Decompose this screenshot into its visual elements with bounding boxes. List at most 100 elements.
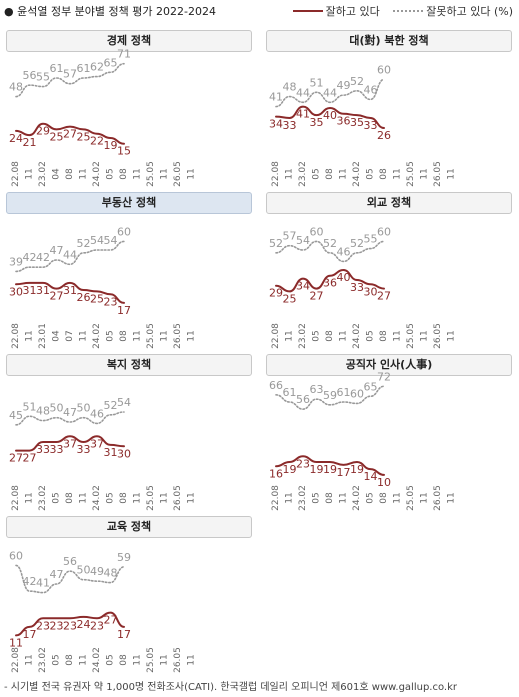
- series-line-good: [15, 435, 125, 452]
- data-label-bad: 61: [283, 386, 297, 399]
- x-tick-label: 11: [420, 168, 430, 179]
- data-label-good: 37: [63, 437, 77, 450]
- x-tick-label: 11: [25, 330, 35, 341]
- chart-panel-0: 경제 정책 22.08 11 23.02 04 08 11 24.02 05 08 11 25.05 1…: [6, 30, 252, 190]
- data-label-good: 33: [350, 281, 364, 294]
- x-tick-label: 22.08: [11, 647, 21, 673]
- data-label-good: 19: [104, 139, 118, 152]
- x-tick-label: 11: [160, 492, 170, 503]
- data-label-bad: 52: [323, 237, 337, 250]
- data-label-bad: 50: [50, 402, 64, 415]
- panel-title: 경제 정책: [6, 30, 252, 52]
- x-tick-label: 08: [119, 168, 129, 180]
- data-label-bad: 72: [377, 370, 391, 383]
- x-tick-label: 26.05: [433, 161, 443, 187]
- x-tick-label: 11: [25, 654, 35, 665]
- x-tick-label: 11: [393, 492, 403, 503]
- data-label-bad: 60: [377, 225, 391, 238]
- x-tick-label: 11: [79, 168, 89, 179]
- panel-title: 부동산 정책: [6, 192, 252, 214]
- panel-title: 대(對) 북한 정책: [266, 30, 512, 52]
- x-tick-label: 23.02: [298, 161, 308, 187]
- x-tick-label: 07: [65, 330, 75, 341]
- data-label-bad: 42: [23, 575, 37, 588]
- x-tick-label: 11: [447, 330, 457, 341]
- series-line-good: [275, 455, 385, 476]
- data-label-good: 27: [310, 290, 324, 303]
- x-tick-label: 11: [339, 168, 349, 179]
- data-label-good: 31: [63, 284, 77, 297]
- x-tick-label: 08: [119, 330, 129, 342]
- chart-plot: 22.08 11 23.02 05 08 11 24.02 05 08 11 25.05 11 26.0…: [269, 63, 457, 187]
- data-label-good: 37: [90, 437, 104, 450]
- x-tick-label: 22.08: [271, 485, 281, 511]
- data-label-bad: 52: [77, 237, 91, 250]
- data-label-bad: 54: [104, 234, 118, 247]
- x-tick-label: 08: [379, 168, 389, 180]
- data-label-bad: 41: [269, 91, 283, 104]
- data-label-good: 25: [90, 292, 104, 305]
- data-label-bad: 65: [104, 56, 118, 69]
- data-label-good: 40: [337, 271, 351, 284]
- page-title: ● 윤석열 정부 분야별 정책 평가 2022-2024: [4, 5, 216, 18]
- data-label-bad: 44: [63, 248, 77, 261]
- x-tick-label: 11: [339, 330, 349, 341]
- data-label-bad: 50: [77, 402, 91, 415]
- data-label-good: 35: [350, 116, 364, 129]
- data-label-good: 31: [23, 284, 37, 297]
- x-tick-label: 05: [106, 492, 116, 503]
- data-label-bad: 52: [269, 237, 283, 250]
- panel-title: 공직자 인사(人事): [266, 354, 512, 376]
- series-line-good: [15, 611, 125, 637]
- chart-plot: 22.08 11 23.02 05 08 11 24.02 05 08 11 25.05 11 26.0…: [269, 370, 457, 511]
- data-label-good: 23: [296, 457, 310, 470]
- data-label-good: 36: [323, 277, 337, 290]
- x-tick-label: 24.02: [92, 323, 102, 349]
- x-tick-label: 22.08: [271, 323, 281, 349]
- data-label-bad: 61: [337, 386, 351, 399]
- x-tick-label: 11: [160, 654, 170, 665]
- data-label-bad: 49: [337, 79, 351, 92]
- data-label-good: 16: [269, 467, 283, 480]
- data-label-good: 25: [77, 130, 91, 143]
- x-tick-label: 23.01: [38, 323, 48, 349]
- x-tick-label: 11: [187, 654, 197, 665]
- x-tick-label: 08: [119, 654, 129, 666]
- x-tick-label: 22.08: [11, 161, 21, 187]
- x-tick-label: 24.02: [352, 323, 362, 349]
- data-label-bad: 42: [23, 251, 37, 264]
- x-tick-label: 11: [133, 492, 143, 503]
- data-label-good: 34: [296, 280, 310, 293]
- data-label-bad: 51: [310, 76, 324, 89]
- x-tick-label: 11: [420, 330, 430, 341]
- data-label-good: 31: [36, 284, 50, 297]
- data-label-bad: 54: [117, 396, 131, 409]
- data-label-bad: 56: [23, 69, 37, 82]
- x-tick-label: 26.05: [173, 485, 183, 511]
- data-label-good: 17: [117, 628, 131, 641]
- x-tick-label: 05: [312, 330, 322, 341]
- x-tick-label: 11: [133, 654, 143, 665]
- data-label-bad: 56: [296, 393, 310, 406]
- data-label-bad: 46: [364, 83, 378, 96]
- x-tick-label: 05: [106, 330, 116, 341]
- data-label-bad: 44: [323, 86, 337, 99]
- data-label-good: 23: [104, 295, 118, 308]
- data-label-bad: 46: [337, 245, 351, 258]
- data-label-bad: 50: [77, 564, 91, 577]
- x-tick-label: 05: [366, 330, 376, 341]
- footnote: - 시기별 전국 유권자 약 1,000명 전화조사(CATI). 한국갤럽 데…: [4, 682, 457, 693]
- data-label-good: 19: [323, 463, 337, 476]
- data-label-bad: 66: [269, 379, 283, 392]
- x-tick-label: 11: [187, 168, 197, 179]
- x-tick-label: 26.05: [173, 161, 183, 187]
- data-label-bad: 45: [9, 409, 23, 422]
- data-label-good: 30: [364, 285, 378, 298]
- x-tick-label: 11: [285, 168, 295, 179]
- panel-title: 복지 정책: [6, 354, 252, 376]
- x-tick-label: 24.02: [92, 161, 102, 187]
- legend: 잘하고 있다 잘못하고 있다 (%): [287, 3, 513, 19]
- data-label-bad: 71: [117, 48, 131, 61]
- data-label-good: 34: [269, 118, 283, 131]
- x-tick-label: 24.02: [92, 485, 102, 511]
